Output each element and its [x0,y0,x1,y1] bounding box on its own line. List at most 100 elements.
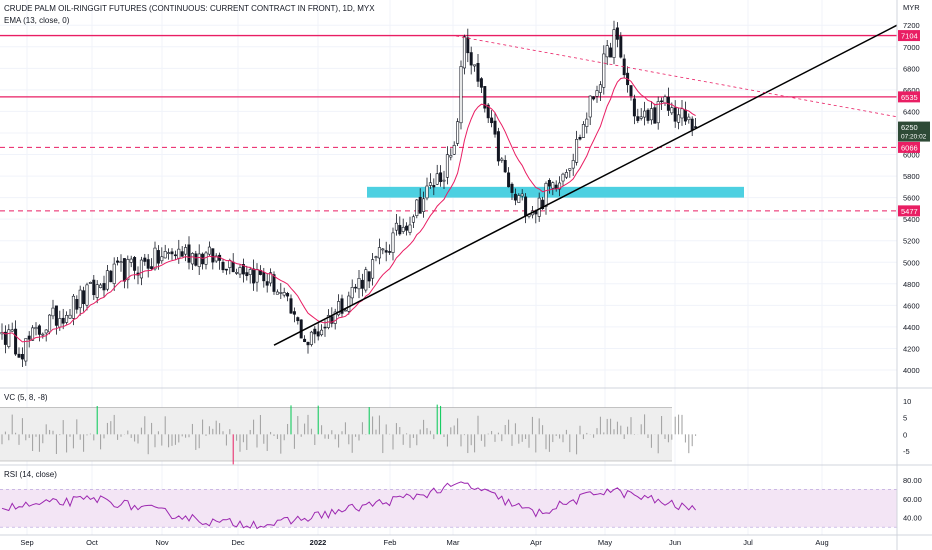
candle-body [41,333,45,336]
price-tick-label: 4400 [903,323,920,332]
candle-body [292,311,296,315]
candle-body [350,286,354,299]
candle-body [51,307,55,317]
level-badge: 7104 [901,32,918,41]
vc-tick-label: 0 [903,430,907,439]
candle-body [398,225,402,235]
candle-body [377,247,381,259]
candle-body [133,257,137,271]
candle-body [197,253,201,267]
candle-body [384,250,388,253]
candle-body [337,301,341,316]
candle-body [405,225,409,231]
candle-body [143,257,147,262]
trendlines [273,24,898,346]
level-badge-bg [898,91,920,103]
candle-body [473,64,477,67]
price-tick-label: 4800 [903,280,920,289]
candle-body [153,247,157,270]
candle-body [272,274,276,292]
candle-body [116,260,120,263]
candle-body [408,224,412,233]
candle-body [683,109,687,122]
ascending-trendline [273,24,898,346]
candle-body [255,269,259,283]
candle-body [687,116,691,121]
candle-body [524,196,528,216]
candle-body [265,281,269,286]
candle-body [690,118,694,130]
candle-body [568,168,572,171]
level-badge: 5477 [901,207,918,216]
candle-body [275,291,279,295]
candle-body [211,248,215,263]
candle-body [496,131,500,162]
candle-body [547,180,551,187]
candle-body [180,251,184,257]
candle-body [156,250,160,264]
level-badge: 6066 [901,143,918,152]
candle-body [619,36,623,58]
candle-body [330,316,334,324]
price-tick-label: 6600 [903,86,920,95]
time-tick-label: Jun [669,538,681,547]
candle-body [391,232,395,253]
candle-body [54,305,58,326]
candle-body [381,248,385,251]
candle-body [139,259,143,279]
candle-body [252,268,256,284]
candle-body [129,258,133,263]
candle-body [163,251,167,259]
candle-body [190,253,194,265]
level-badge-bg [898,30,920,42]
ema-polyline [1,77,696,343]
candle-body [269,272,273,284]
time-tick-label: Jul [743,538,753,547]
candle-body [306,342,310,346]
candle-body [313,328,317,335]
candle-body [537,197,541,217]
candle-body [343,309,347,312]
candle-body [592,96,596,100]
candle-body [493,120,497,135]
level-badge: 6535 [901,93,918,102]
candle-body [99,284,103,288]
candle-body [469,52,473,66]
candle-body [371,259,375,279]
candle-body [347,295,351,312]
candle-body [231,261,235,273]
vc-tick-label: -5 [903,447,910,456]
candle-body [605,45,609,58]
price-tick-label: 5400 [903,215,920,224]
candle-body [660,100,664,103]
candle-body [78,289,82,309]
candle-body [286,292,290,297]
candle-body [558,182,562,190]
vc-band [0,407,672,461]
candle-body [122,258,126,282]
candle-body [578,137,582,140]
candle-body [207,246,211,255]
candle-body [456,121,460,144]
candle-body [333,311,337,324]
candle-body [466,37,470,54]
candle-body [374,256,378,258]
vc-tick-label: 10 [903,397,911,406]
candle-body [649,108,653,121]
candle-body [102,283,106,291]
candle-body [296,317,300,322]
candle-body [439,172,443,183]
candle-body [673,107,677,122]
candle-body [428,182,432,186]
candle-body [167,252,171,254]
candle-body [241,264,245,275]
candle-body [425,185,429,199]
candle-body [10,329,14,332]
candle-body [221,261,225,271]
time-tick-label: Mar [447,538,460,547]
candle-body [483,86,487,109]
candle-body [490,117,494,124]
price-tick-label: 6000 [903,151,920,160]
candle-body [170,251,174,255]
